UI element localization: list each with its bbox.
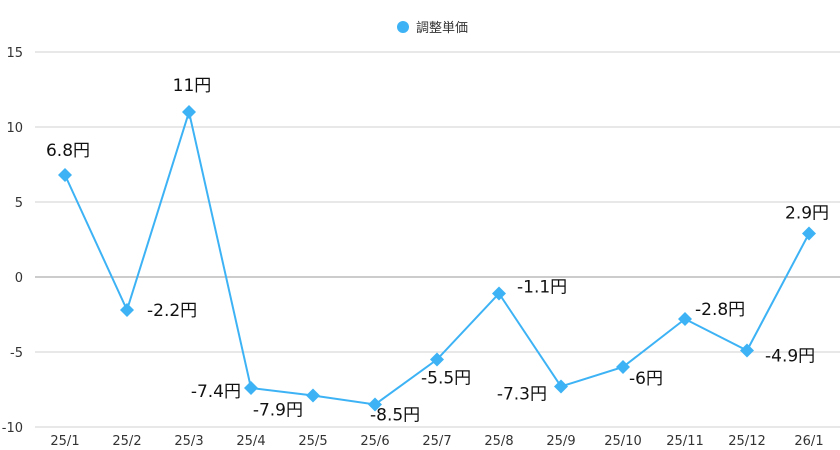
- legend-label: 調整単価: [416, 20, 468, 36]
- data-point[interactable]: [802, 226, 816, 241]
- data-point[interactable]: [120, 303, 134, 317]
- y-tick-label: 5: [15, 196, 23, 211]
- x-tick-label: 25/2: [112, 434, 141, 449]
- data-point[interactable]: [740, 343, 754, 358]
- data-point[interactable]: [492, 286, 506, 301]
- data-label: -2.8円: [695, 300, 745, 320]
- x-tick-label: 26/1: [794, 434, 823, 449]
- y-tick-label: 0: [15, 271, 23, 286]
- data-label: -4.9円: [765, 347, 815, 367]
- data-label: -6円: [629, 369, 663, 389]
- x-tick-label: 25/8: [484, 434, 513, 449]
- x-tick-label: 25/9: [546, 434, 575, 449]
- data-label: 6.8円: [46, 141, 90, 161]
- data-point[interactable]: [306, 388, 320, 403]
- x-tick-label: 25/11: [666, 434, 703, 449]
- y-tick-label: -5: [10, 346, 23, 361]
- data-label: -7.9円: [253, 401, 303, 421]
- data-point[interactable]: [244, 381, 258, 395]
- series-layer: 6.8円 -2.2円 11円 -7.4円 -7.9円 -8.5円-5.5円 -1.1円 -7.…: [46, 76, 829, 426]
- data-point[interactable]: [430, 352, 444, 367]
- data-label: -7.3円: [497, 385, 547, 405]
- y-axis-ticks: 15 10 5 0 -5 -10: [2, 46, 23, 436]
- x-tick-label: 25/7: [422, 434, 451, 449]
- x-tick-label: 25/4: [236, 434, 265, 449]
- data-label: -7.4円: [191, 382, 241, 402]
- y-tick-label: 10: [6, 121, 23, 136]
- y-tick-label: -10: [2, 421, 23, 436]
- gridlines: [35, 51, 840, 428]
- data-label: 11円: [173, 76, 212, 96]
- data-label: -1.1円: [517, 278, 567, 298]
- data-point[interactable]: [58, 168, 72, 182]
- data-label: -2.2円: [147, 301, 197, 321]
- data-point[interactable]: [554, 379, 568, 394]
- legend[interactable]: 調整単価: [397, 20, 468, 36]
- legend-marker: [397, 21, 409, 33]
- data-label: 2.9円: [785, 204, 829, 224]
- y-tick-label: 15: [6, 46, 23, 61]
- data-label: -5.5円: [421, 369, 471, 389]
- data-label: -8.5円: [370, 406, 420, 426]
- x-tick-label: 25/1: [50, 434, 79, 449]
- x-tick-label: 25/3: [174, 434, 203, 449]
- x-tick-label: 25/5: [298, 434, 327, 449]
- data-point[interactable]: [368, 397, 382, 412]
- data-point[interactable]: [616, 360, 630, 374]
- data-point[interactable]: [182, 105, 196, 119]
- data-point[interactable]: [678, 312, 692, 326]
- x-tick-label: 25/12: [728, 434, 765, 449]
- x-tick-label: 25/10: [604, 434, 641, 449]
- x-tick-label: 25/6: [360, 434, 389, 449]
- x-axis-ticks: 25/1 25/2 25/3 25/4 25/5 25/6 25/7 25/8 25/9 25/1…: [50, 434, 823, 449]
